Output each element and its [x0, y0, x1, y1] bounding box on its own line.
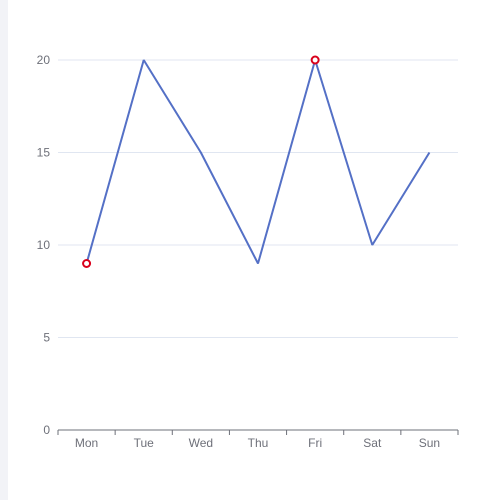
x-tick-label-tue: Tue [134, 436, 155, 450]
y-tick-label-5: 5 [43, 331, 50, 345]
y-tick-label-20: 20 [37, 53, 51, 67]
highlight-point-fri[interactable] [310, 55, 320, 65]
y-tick-label-0: 0 [43, 423, 50, 437]
y-axis-tick-labels: 0 5 10 15 20 [37, 53, 51, 437]
y-tick-label-15: 15 [37, 146, 51, 160]
series-layer [85, 59, 431, 264]
grid-lines [58, 59, 458, 338]
x-tick-label-fri: Fri [308, 436, 322, 450]
x-tick-label-thu: Thu [248, 436, 269, 450]
highlight-markers [82, 55, 320, 268]
x-tick-label-sun: Sun [419, 436, 440, 450]
x-tick-label-wed: Wed [189, 436, 213, 450]
x-tick-label-mon: Mon [75, 436, 98, 450]
y-tick-label-10: 10 [37, 238, 51, 252]
x-axis-tick-labels: Mon Tue Wed Thu Fri Sat Sun [75, 436, 440, 450]
highlight-point-mon[interactable] [82, 259, 92, 268]
x-axis [57, 429, 459, 435]
series-line-0 [85, 59, 431, 264]
x-tick-label-sat: Sat [363, 436, 382, 450]
left-side-strip [0, 0, 8, 500]
